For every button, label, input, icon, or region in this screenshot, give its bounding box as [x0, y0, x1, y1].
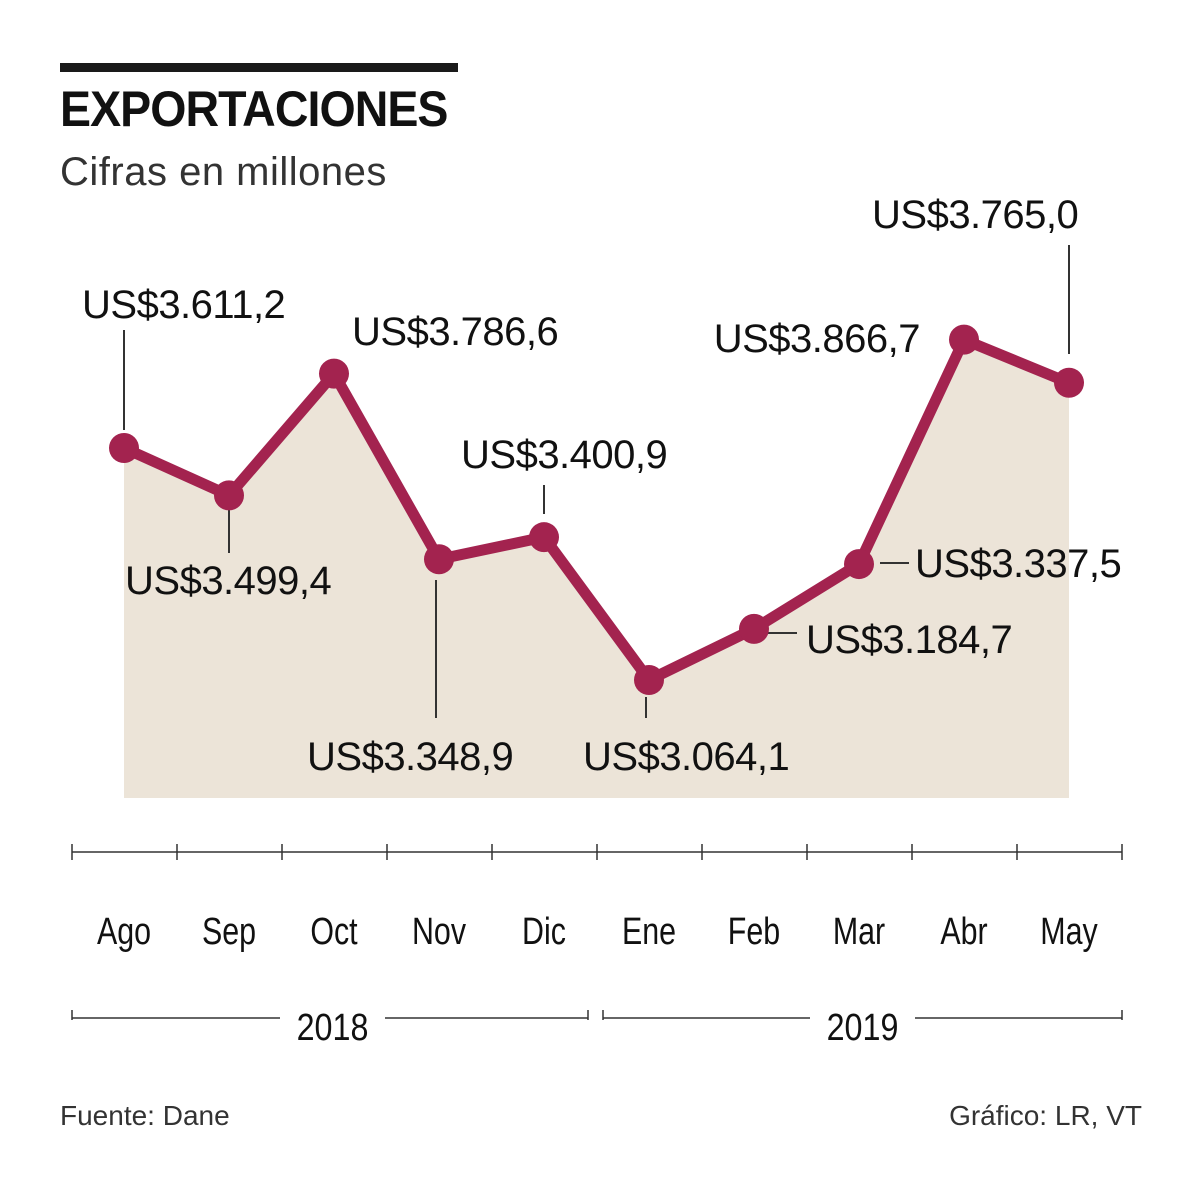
source-note: Fuente: Dane	[60, 1100, 230, 1131]
x-tick-label: Mar	[833, 911, 885, 953]
area-fill	[124, 339, 1069, 798]
x-tick-label: Oct	[310, 911, 358, 953]
data-label: US$3.400,9	[461, 433, 667, 477]
data-point	[949, 324, 979, 355]
data-point	[109, 433, 139, 463]
data-label: US$3.611,2	[82, 283, 285, 327]
x-tick-label: Sep	[202, 911, 256, 953]
data-point	[319, 358, 349, 389]
data-label: US$3.499,4	[125, 559, 332, 603]
data-label: US$3.064,1	[583, 735, 789, 779]
data-label: US$3.765,0	[872, 193, 1078, 237]
data-label: US$3.184,7	[806, 618, 1012, 662]
chart-subtitle: Cifras en millones	[60, 150, 387, 194]
chart-title: EXPORTACIONES	[60, 81, 448, 137]
credit-note: Gráfico: LR, VT	[949, 1100, 1142, 1131]
data-label: US$3.866,7	[714, 317, 920, 361]
year-label: 2018	[297, 1007, 369, 1049]
x-tick-label: Feb	[728, 911, 780, 953]
title-rule	[60, 63, 458, 72]
data-point	[529, 522, 559, 553]
data-label: US$3.337,5	[915, 542, 1121, 586]
data-point	[844, 549, 874, 580]
data-label: US$3.348,9	[307, 735, 513, 779]
x-tick-label: Ago	[97, 911, 151, 953]
data-label: US$3.786,6	[352, 310, 558, 354]
year-label: 2019	[827, 1007, 899, 1049]
series-line	[118, 334, 1075, 686]
data-point	[634, 665, 664, 695]
x-tick-label: May	[1040, 911, 1098, 953]
data-point	[424, 544, 454, 575]
data-point	[1054, 367, 1084, 398]
x-tick-label: Dic	[522, 911, 566, 953]
x-tick-label: Nov	[412, 911, 467, 953]
x-tick-label: Abr	[940, 911, 987, 953]
x-tick-label: Ene	[622, 911, 676, 953]
data-point	[739, 613, 769, 644]
data-point	[214, 480, 244, 511]
